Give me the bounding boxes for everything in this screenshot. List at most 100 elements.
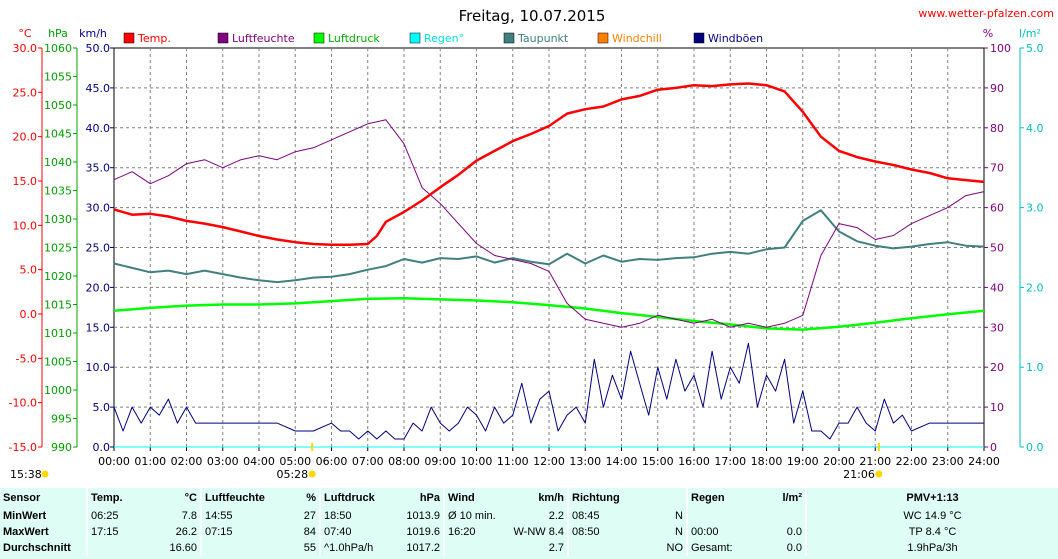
stats-temp-header: Temp. xyxy=(86,488,144,508)
dir-value: N xyxy=(675,510,683,522)
tick-labels: 00:00 01:00 02:00 03:00 04:00 05:00 06:00 07:00… xyxy=(9,42,1044,468)
left2-tick-label: 995 xyxy=(51,413,72,426)
legend-swatch xyxy=(217,32,229,44)
x-tick-label: 06:00 xyxy=(316,455,348,468)
left3-tick-label: 50.0 xyxy=(86,42,111,55)
hum-time: 07:15 xyxy=(200,524,268,540)
left2-tick-label: 1050 xyxy=(44,99,72,112)
sunrise-label: 05:28 xyxy=(276,468,308,481)
series-line-taupunkt xyxy=(113,209,985,284)
series-line-luftfeuchte xyxy=(113,119,985,328)
left2-tick-label: 1055 xyxy=(44,71,72,84)
wind-time: Ø 10 min. xyxy=(443,508,506,524)
x-tick-label: 08:00 xyxy=(388,455,420,468)
series-line-luftdruck xyxy=(113,296,985,331)
x-tick-label: 09:00 xyxy=(424,455,456,468)
x-tick-label: 14:00 xyxy=(606,455,638,468)
dir-time: 08:45 xyxy=(567,508,625,524)
stats-hum-header: Luftfeuchte xyxy=(200,488,268,508)
pmv-value: WC 14.9 °C xyxy=(805,508,1058,524)
temp-value: 26.2 xyxy=(175,526,197,538)
wind-value: 2.7 xyxy=(548,542,564,554)
wind-value: W-NW 8.4 xyxy=(513,526,564,538)
left2-tick-label: 1030 xyxy=(44,213,72,226)
dir-value: NO xyxy=(666,542,684,554)
left1-tick-label: 25.0 xyxy=(13,86,38,99)
dir-time xyxy=(567,540,625,556)
legend-label: Luftfeuchte xyxy=(232,32,295,45)
pmv-value: 1.9hPa/3h xyxy=(805,540,1058,556)
chart-title: Freitag, 10.07.2015 xyxy=(459,7,606,25)
x-tick-label: 04:00 xyxy=(243,455,275,468)
temp-time: 06:25 xyxy=(86,508,144,524)
current-time-label: 15:38 xyxy=(10,468,42,481)
right1-tick-label: 20 xyxy=(990,361,1004,374)
left3-unit: km/h xyxy=(79,27,107,40)
rain-time: Gesamt: xyxy=(686,540,739,556)
x-tick-label: 02:00 xyxy=(171,455,203,468)
temp-time xyxy=(86,540,144,556)
legend-swatch xyxy=(313,32,325,44)
left1-tick-label: -15.0 xyxy=(9,441,37,454)
sun-icon xyxy=(875,470,883,478)
stats-hum-unit: % xyxy=(306,492,316,504)
left3-tick-label: 10.0 xyxy=(86,361,111,374)
x-tick-label: 23:00 xyxy=(932,455,964,468)
legend-label: Windböen xyxy=(708,32,763,45)
right2-tick-label: 1.0 xyxy=(1026,361,1044,374)
left1-tick-label: 5.0 xyxy=(20,264,38,277)
left2-tick-label: 990 xyxy=(51,441,72,454)
x-tick-label: 21:00 xyxy=(859,455,891,468)
left1-tick-label: 10.0 xyxy=(13,219,38,232)
stats-row-label: MinWert xyxy=(3,510,47,522)
source-link[interactable]: www.wetter-pfalzen.com xyxy=(918,7,1054,20)
pmv-value: TP 8.4 °C xyxy=(805,524,1058,540)
hum-value: 55 xyxy=(303,542,316,554)
left3-tick-label: 35.0 xyxy=(86,162,111,175)
series-line-windben xyxy=(113,342,984,440)
legend-label: Luftdruck xyxy=(328,32,380,45)
right2-tick-label: 0.0 xyxy=(1026,441,1044,454)
legend-swatch xyxy=(503,32,515,44)
stats-dir-header: Richtung xyxy=(567,488,625,508)
x-tick-label: 16:00 xyxy=(678,455,710,468)
rain-time: 00:00 xyxy=(686,524,739,540)
sun-markers: 05:28 21:06 15:38 xyxy=(10,443,883,481)
rain-value xyxy=(739,508,805,524)
series-line-temp xyxy=(113,82,985,247)
right1-tick-label: 90 xyxy=(990,82,1004,95)
left1-tick-label: 30.0 xyxy=(13,42,38,55)
left1-unit: °C xyxy=(18,27,32,40)
right1-tick-label: 10 xyxy=(990,401,1004,414)
rain-value: 0.0 xyxy=(786,542,802,554)
x-tick-label: 12:00 xyxy=(533,455,565,468)
left1-tick-label: 0.0 xyxy=(20,308,38,321)
x-tick-label: 03:00 xyxy=(207,455,239,468)
stats-dir-unit xyxy=(625,488,686,508)
legend-swatch xyxy=(123,32,135,44)
hum-value: 84 xyxy=(303,526,316,538)
stats-wind-header: Wind xyxy=(443,488,506,508)
left2-tick-label: 1020 xyxy=(44,270,72,283)
stats-pmv-header: PMV+1:13 xyxy=(805,488,1058,508)
grid xyxy=(113,48,985,451)
x-tick-label: 00:00 xyxy=(98,455,130,468)
left2-tick-label: 1045 xyxy=(44,128,72,141)
right1-tick-label: 40 xyxy=(990,281,1004,294)
left3-tick-label: 40.0 xyxy=(86,122,111,135)
temp-value: 7.8 xyxy=(181,510,197,522)
stats-rain-header: Regen xyxy=(686,488,739,508)
left2-tick-label: 1015 xyxy=(44,299,72,312)
series-lines xyxy=(113,82,985,448)
wind-time: 16:20 xyxy=(443,524,506,540)
stats-row-avg: Durchschnitt 16.60 55 ^1.0hPa/h 1017.2 2… xyxy=(0,540,1058,556)
right1-unit: % xyxy=(983,27,993,40)
temp-value: 16.60 xyxy=(169,542,197,554)
right1-tick-label: 0 xyxy=(990,441,997,454)
dir-value: N xyxy=(675,526,683,538)
left2-tick-label: 1060 xyxy=(44,42,72,55)
x-tick-label: 18:00 xyxy=(751,455,783,468)
press-time: 07:40 xyxy=(319,524,382,540)
stats-row-label: Durchschnitt xyxy=(3,542,71,554)
x-tick-label: 10:00 xyxy=(461,455,493,468)
